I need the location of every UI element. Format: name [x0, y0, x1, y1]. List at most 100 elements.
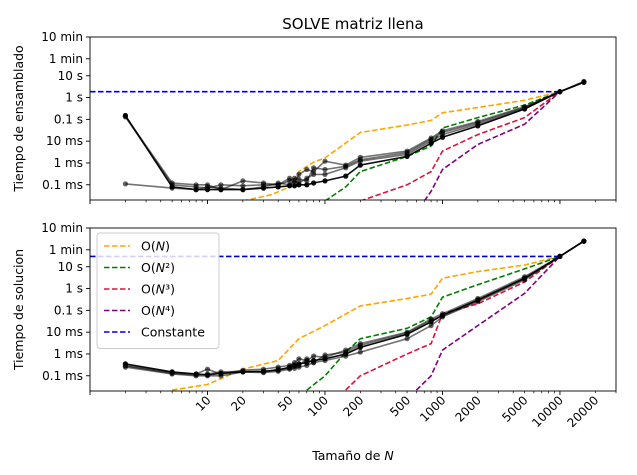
x-tick-label: 100 — [305, 393, 331, 419]
x-tick-label: 10 — [193, 393, 214, 414]
data-point — [357, 342, 363, 348]
y-axis-label-top: Tiempo de ensamblado — [11, 45, 26, 192]
data-point — [304, 356, 310, 362]
legend: O(N) O(N²) O(N³) O(N⁴) Constante — [96, 232, 220, 349]
data-point — [322, 178, 328, 184]
legend-entry-label: O(N) — [141, 239, 170, 254]
data-point — [287, 175, 293, 181]
y-tick-label: 1 ms — [54, 347, 83, 361]
data-point — [240, 368, 246, 374]
plot-frame-bottom — [89, 227, 617, 392]
data-point — [204, 371, 211, 377]
data-point — [260, 184, 267, 190]
data-series-top — [122, 78, 587, 193]
series-line — [124, 80, 585, 189]
data-point — [522, 105, 528, 111]
data-point — [522, 276, 528, 282]
data-point — [304, 362, 310, 368]
data-point — [439, 132, 446, 138]
data-point — [404, 151, 410, 157]
panel-solution-time: 0.1 ms 1 ms 10 ms 0.1 s 1 s 10 s 1 min 10 min 1… — [11, 221, 617, 430]
x-tick-label: 500 — [387, 393, 413, 419]
data-point — [296, 180, 302, 186]
x-tick-label: 10000 — [529, 393, 566, 430]
y-tick-label: 0.1 s — [54, 303, 83, 317]
data-point — [218, 185, 224, 191]
data-point — [581, 238, 587, 244]
y-tick-label: 10 s — [58, 69, 83, 83]
data-point — [287, 365, 293, 371]
data-point — [193, 182, 199, 188]
data-point — [322, 171, 328, 177]
data-point — [287, 182, 293, 188]
y-tick-label: 0.1 ms — [42, 369, 83, 383]
data-point — [291, 178, 298, 184]
data-point — [557, 89, 563, 95]
data-point — [291, 363, 298, 369]
y-tick-label: 10 min — [41, 221, 83, 235]
data-point — [581, 79, 587, 85]
reference-line — [424, 91, 561, 200]
y-axis-ticks-top: 0.1 ms 1 ms 10 ms 0.1 s 1 s 10 s 1 min 10 min — [41, 30, 90, 192]
panel-assembly-time: 0.1 ms 1 ms 10 ms 0.1 s 1 s 10 s 1 min 10 min T… — [11, 30, 617, 204]
x-tick-label: 1000 — [417, 393, 448, 424]
data-point — [357, 154, 363, 160]
x-tick-label: 5000 — [499, 393, 530, 424]
data-point — [343, 349, 349, 355]
data-point — [169, 180, 175, 186]
data-point — [240, 178, 246, 184]
data-point — [204, 184, 211, 190]
data-point — [475, 121, 481, 127]
data-point — [557, 253, 563, 259]
x-tick-label: 20 — [228, 393, 249, 414]
data-point — [311, 180, 317, 186]
x-axis-label: Tamaño de N — [311, 448, 394, 463]
series-line — [124, 81, 585, 191]
data-point — [296, 362, 302, 368]
x-tick-label: 50 — [275, 393, 296, 414]
y-tick-label: 1 s — [65, 282, 83, 296]
data-point — [311, 360, 317, 366]
data-point — [439, 128, 446, 134]
data-point — [275, 180, 281, 186]
data-point — [428, 323, 434, 329]
data-point — [439, 313, 446, 319]
y-tick-label: 10 ms — [46, 325, 83, 339]
reference-line — [325, 90, 561, 200]
data-point — [122, 181, 128, 187]
y-tick-label: 1 ms — [54, 156, 83, 170]
legend-entry-label: O(N²) — [141, 260, 175, 275]
data-point — [304, 175, 310, 181]
data-point — [296, 356, 302, 362]
data-point — [193, 372, 199, 378]
data-point — [122, 113, 128, 119]
x-tick-label: 20000 — [565, 393, 602, 430]
reference-lines-top — [90, 90, 561, 200]
data-point — [428, 138, 434, 144]
y-tick-label: 1 s — [65, 91, 83, 105]
reference-line — [360, 91, 561, 200]
data-point — [260, 180, 267, 186]
data-point — [343, 173, 349, 179]
data-series-bottom — [122, 238, 587, 379]
data-point — [357, 349, 363, 355]
data-point — [475, 298, 481, 304]
y-tick-label: 0.1 ms — [42, 178, 83, 192]
data-point — [322, 352, 328, 358]
data-point — [357, 158, 363, 164]
x-tick-label: 200 — [340, 393, 366, 419]
data-point — [218, 369, 224, 375]
data-point — [260, 369, 267, 375]
y-tick-label: 10 s — [58, 260, 83, 274]
data-point — [304, 166, 310, 173]
reference-line — [415, 255, 561, 391]
legend-entry-label: Constante — [141, 325, 205, 340]
data-point — [169, 370, 175, 376]
data-point — [275, 366, 281, 372]
data-point — [404, 330, 410, 336]
data-point — [311, 171, 317, 177]
data-point — [343, 165, 349, 171]
data-point — [240, 187, 246, 193]
